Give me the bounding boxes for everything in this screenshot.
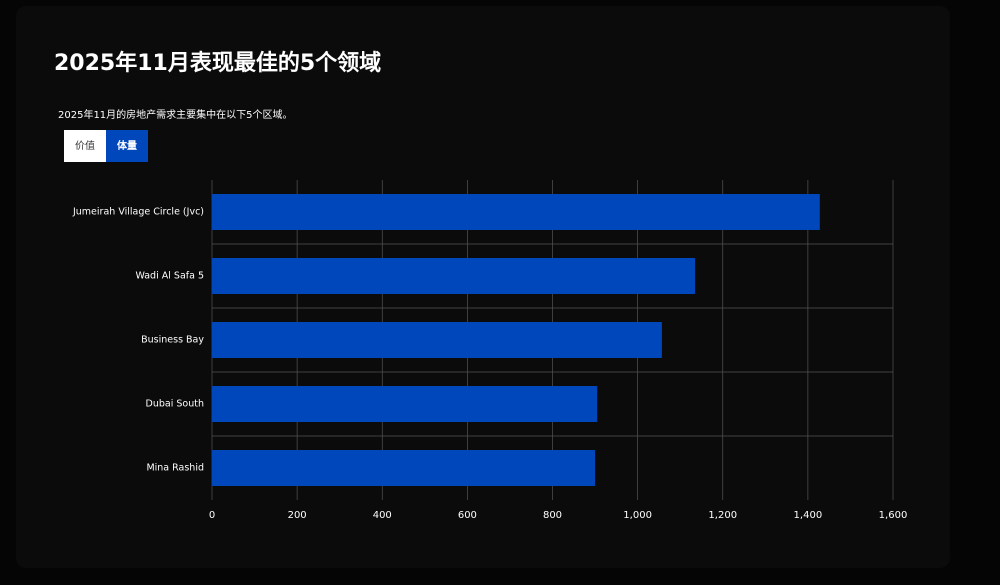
x-tick-label: 400 bbox=[373, 510, 392, 521]
x-tick-label: 1,000 bbox=[623, 510, 652, 521]
y-tick-label: Business Bay bbox=[141, 335, 204, 346]
x-tick-label: 800 bbox=[543, 510, 562, 521]
bar bbox=[212, 450, 596, 486]
bar bbox=[212, 194, 820, 230]
x-tick-label: 200 bbox=[288, 510, 307, 521]
tab-label[interactable]: 体量 bbox=[117, 139, 137, 152]
x-tick-label: 600 bbox=[458, 510, 477, 521]
chart-subtitle: 2025年11月的房地产需求主要集中在以下5个区域。 bbox=[58, 108, 293, 121]
y-tick-label: Mina Rashid bbox=[146, 463, 204, 474]
bar bbox=[212, 386, 598, 422]
bar bbox=[212, 258, 696, 294]
y-tick-label: Dubai South bbox=[146, 399, 204, 410]
x-tick-label: 1,200 bbox=[708, 510, 737, 521]
x-tick-label: 1,600 bbox=[879, 510, 908, 521]
tab-label[interactable]: 价值 bbox=[75, 139, 95, 152]
y-tick-label: Jumeirah Village Circle (Jvc) bbox=[72, 207, 204, 218]
tabs: 价值 体量 bbox=[64, 130, 148, 162]
tab-button[interactable] bbox=[106, 130, 148, 162]
x-tick-label: 0 bbox=[209, 510, 215, 521]
tab-button[interactable] bbox=[64, 130, 106, 162]
y-tick-label: Wadi Al Safa 5 bbox=[135, 271, 204, 282]
bar bbox=[212, 322, 662, 358]
chart-title: 2025年11月表现最佳的5个领域 bbox=[54, 50, 381, 76]
x-tick-label: 1,400 bbox=[794, 510, 823, 521]
